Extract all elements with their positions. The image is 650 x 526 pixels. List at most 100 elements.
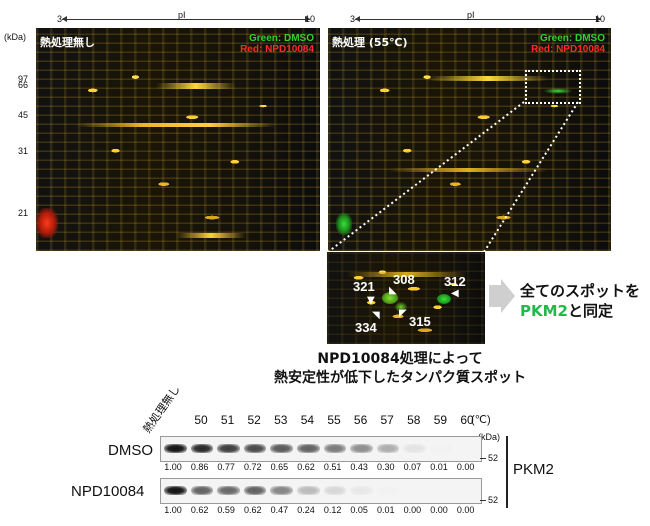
spot-label-308: 308 [393,272,415,287]
band [243,444,267,453]
result-line2: と同定 [567,302,613,320]
spot-315-mark [395,302,407,312]
band-value: 0.01 [377,505,395,515]
temp-55: 55 [327,413,341,427]
band-value: 0.00 [403,505,422,515]
row-label-npd10084: NPD10084 [71,483,145,500]
band [190,444,214,453]
band-value: 0.72 [244,462,262,472]
spot-label-315: 315 [409,314,431,329]
arrow-308: ◣ [389,285,397,296]
band [297,486,320,495]
band [376,444,400,453]
left-pi-min: 3 [57,14,63,24]
band [323,444,347,453]
band [270,486,293,495]
band [270,444,293,453]
right-pi-axis [355,14,601,24]
pkm2-bracket [506,436,508,508]
band-value: 1.00 [164,462,182,472]
band-value: 0.59 [217,505,235,515]
band [323,486,347,495]
temp-54: 54 [300,413,315,427]
result-pkm2: PKM2 [520,302,568,320]
band-value: 0.62 [297,462,315,472]
mw-97: 97 [17,74,28,84]
band-value: 0.00 [456,505,475,515]
zoom-inset: 321 ▼ 308 ◣ 312 ◀ 334 ◥ 315 ◤ [327,252,485,344]
band [350,444,373,453]
band [297,444,320,453]
band-value: 0.07 [403,462,422,472]
band [164,486,187,495]
right-legend-green: Green: DMSO [539,33,605,44]
mw-21: 21 [17,208,28,218]
band-value: 0.30 [377,462,395,472]
band-value: 0.24 [297,505,315,515]
left-gel-panel: 3 pI 10 (kDa) 97 66 45 31 21 熱処理無し Green… [0,0,330,260]
temp-58: 58 [407,413,421,427]
blot-kda-label: (kDa) [478,432,500,442]
band [217,486,240,495]
band-value: 0.47 [270,505,289,515]
left-legend-green: Green: DMSO [248,33,314,44]
mw-31: 31 [17,146,28,156]
marker-tick-npd10084 [480,500,486,501]
arrow-321: ▼ [367,295,375,306]
right-pi-max: 10 [595,14,606,24]
left-pi-axis [62,14,310,24]
left-pi-label: pI [178,10,186,20]
band-value: 0.62 [244,505,262,515]
right-gel-panel: 3 pI 10 熱処理 (55℃) Green: DMSO Red: NPD10… [325,0,615,260]
band-value: 0.77 [217,462,235,472]
temp-unit: (℃) [471,414,491,426]
temp-57: 57 [380,413,394,427]
right-pi-min: 3 [350,14,356,24]
mw-66: 66 [17,80,28,90]
mw-45: 45 [17,110,28,120]
spot-label-334: 334 [355,320,377,335]
band-value: 0.65 [270,462,289,472]
band-value: 1.00 [164,505,182,515]
right-legend-red: Red: NPD10084 [531,44,605,55]
band [217,444,240,453]
spot-label-312: 312 [444,274,466,289]
right-gel-image: 熱処理 (55℃) Green: DMSO Red: NPD10084 [328,28,611,251]
band-value: 0.00 [456,462,475,472]
marker-52-dmso: 52 [488,453,499,463]
temp-51: 51 [220,413,235,427]
band [243,486,267,495]
band-value: 0.00 [430,505,448,515]
marker-52-npd10084: 52 [488,495,499,505]
band-value: 0.86 [190,462,209,472]
band-value: 0.01 [430,462,448,472]
temp-53: 53 [274,413,288,427]
protein-label: PKM2 [513,461,554,478]
right-gel-title: 熱処理 (55℃) [332,36,408,49]
blot-npd10084 [160,478,482,504]
marker-tick-dmso [480,458,486,459]
band-value: 0.43 [350,462,368,472]
caption-line1: NPD10084処理によって [317,351,483,367]
band [377,486,400,495]
spot-312-mark [437,294,451,304]
temp-52: 52 [247,413,261,427]
caption: NPD10084処理によって 熱安定性が低下したタンパク質スポット [250,350,550,388]
left-pi-max: 10 [305,14,316,24]
band-value: 0.51 [323,462,342,472]
arrow-334: ◥ [372,310,380,321]
temp-56: 56 [353,413,368,427]
band-value: 0.62 [190,505,209,515]
band [403,444,426,453]
left-legend-red: Red: NPD10084 [240,44,314,55]
band [350,486,373,495]
arrow-312: ◀ [451,288,459,299]
kda-label: (kDa) [4,32,26,42]
spot-308-mark [382,292,398,304]
zoom-region-box [525,70,581,104]
temp-60: 60 [460,413,474,427]
temp-59: 59 [433,413,448,427]
right-pi-label: pI [467,10,475,20]
no-heat-label: 熱処理無し [140,382,183,436]
left-gel-title: 熱処理無し [40,36,95,49]
